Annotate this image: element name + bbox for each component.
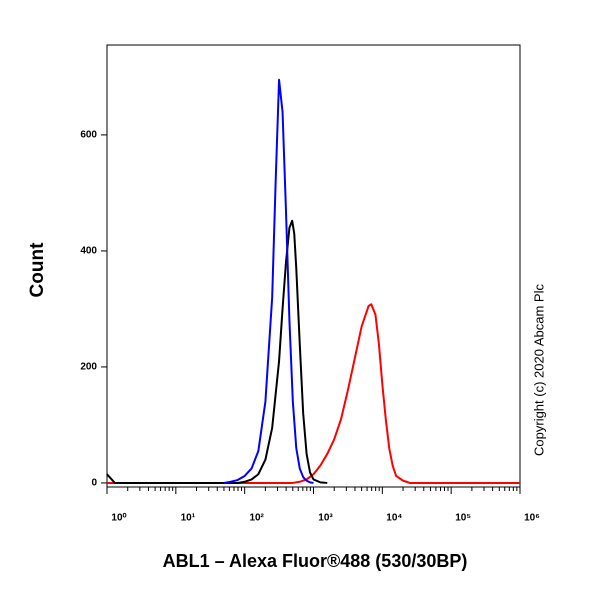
x-tick-label: 10⁶ xyxy=(524,513,540,524)
x-tick-label: 10¹ xyxy=(181,513,196,524)
y-tick-label: 600 xyxy=(80,130,97,141)
x-tick-label: 10³ xyxy=(318,513,333,524)
x-tick-label: 10² xyxy=(249,513,264,524)
x-tick-label: 10⁰ xyxy=(111,513,126,524)
histogram-line xyxy=(223,78,314,484)
y-tick-label: 400 xyxy=(80,246,97,257)
y-axis-label: Count xyxy=(27,242,48,298)
x-tick-label: 10⁵ xyxy=(455,513,471,524)
y-tick-label: 200 xyxy=(80,362,97,373)
x-axis-label: ABL1 – Alexa Fluor®488 (530/30BP) xyxy=(163,551,468,571)
copyright-note: Copyright (c) 2020 Abcam Plc xyxy=(531,284,546,456)
y-tick-label: 0 xyxy=(91,478,97,489)
x-tick-label: 10⁴ xyxy=(386,513,402,524)
